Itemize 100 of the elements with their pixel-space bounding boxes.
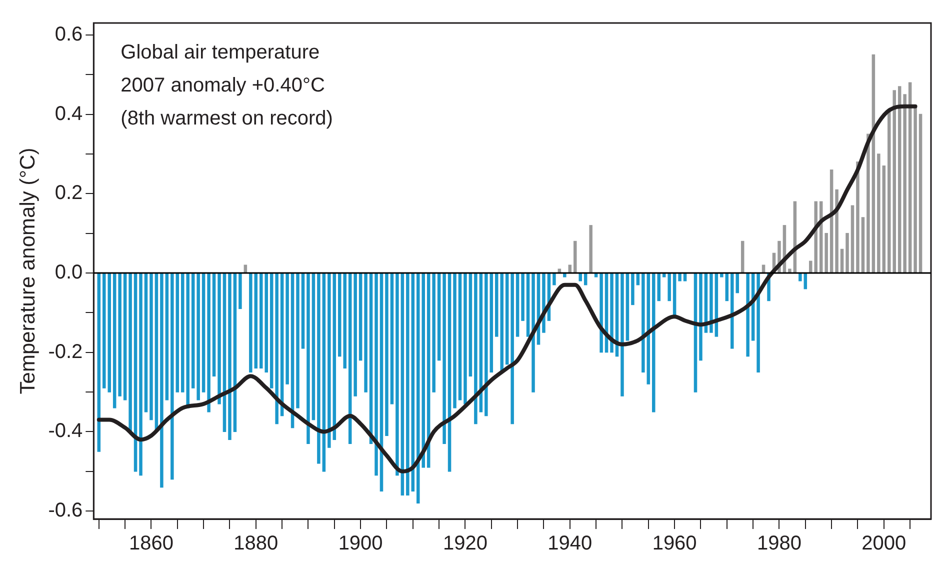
bar bbox=[374, 273, 378, 476]
bar bbox=[128, 273, 132, 432]
bar bbox=[275, 273, 278, 424]
bar bbox=[903, 94, 906, 273]
bar bbox=[798, 273, 802, 282]
bar bbox=[578, 273, 582, 282]
bar bbox=[390, 273, 394, 404]
bar bbox=[238, 273, 242, 310]
bar bbox=[725, 273, 729, 302]
x-tick-label: 2000 bbox=[862, 532, 906, 555]
bar bbox=[505, 273, 509, 365]
bar bbox=[474, 273, 478, 424]
bar bbox=[552, 273, 556, 286]
bar bbox=[400, 273, 404, 496]
bar bbox=[406, 273, 410, 496]
bar bbox=[150, 273, 153, 420]
bar bbox=[432, 273, 436, 392]
bar bbox=[170, 273, 174, 480]
bar bbox=[746, 273, 750, 357]
bar bbox=[620, 273, 624, 396]
bar bbox=[364, 273, 368, 392]
bar bbox=[464, 273, 467, 404]
bar bbox=[191, 273, 195, 388]
y-tick-label: -0.6 bbox=[48, 500, 83, 522]
y-axis-title: Temperature anomaly (°C) bbox=[16, 148, 40, 394]
bar bbox=[301, 273, 305, 349]
x-tick-label: 1940 bbox=[548, 532, 592, 555]
x-tick-label: 1900 bbox=[338, 532, 383, 555]
bar bbox=[207, 273, 210, 412]
bar bbox=[212, 273, 216, 376]
bar bbox=[914, 106, 917, 273]
bar bbox=[312, 273, 316, 420]
bar bbox=[458, 273, 462, 400]
bar bbox=[532, 273, 535, 392]
bar bbox=[589, 225, 592, 273]
bar bbox=[898, 86, 902, 273]
bar bbox=[160, 273, 164, 488]
bar bbox=[317, 273, 320, 464]
x-tick-label: 1960 bbox=[652, 532, 697, 555]
bar bbox=[626, 273, 630, 341]
bar bbox=[144, 273, 148, 412]
y-tick-label: 0.6 bbox=[54, 23, 83, 46]
annotation: 2007 anomaly +0.40°C bbox=[120, 74, 325, 97]
bar bbox=[358, 273, 362, 361]
bar bbox=[453, 273, 456, 408]
bar bbox=[600, 273, 603, 353]
bar bbox=[756, 273, 760, 373]
bar bbox=[574, 240, 577, 273]
x-tick-label: 1980 bbox=[756, 532, 802, 555]
y-tick-label: 0.4 bbox=[54, 102, 83, 125]
bar bbox=[139, 273, 142, 476]
bar bbox=[526, 273, 530, 337]
bar bbox=[202, 273, 206, 392]
bar bbox=[249, 273, 252, 373]
bar bbox=[683, 273, 687, 282]
bar bbox=[448, 273, 452, 472]
bar bbox=[918, 114, 922, 273]
bar bbox=[699, 273, 702, 361]
bar bbox=[354, 273, 357, 396]
bar bbox=[882, 166, 886, 273]
bar bbox=[710, 273, 713, 333]
bar bbox=[228, 273, 232, 440]
bar bbox=[668, 273, 671, 302]
bar bbox=[866, 134, 870, 273]
bar bbox=[631, 273, 634, 306]
bar bbox=[196, 273, 200, 400]
bar bbox=[877, 154, 880, 273]
bar bbox=[846, 232, 849, 273]
bar bbox=[861, 217, 865, 273]
bar bbox=[396, 273, 399, 476]
bar bbox=[322, 273, 326, 472]
bar bbox=[270, 273, 274, 388]
bar bbox=[908, 82, 912, 273]
bar bbox=[850, 205, 854, 273]
y-tick-label: -0.2 bbox=[48, 340, 83, 363]
bar bbox=[385, 273, 388, 436]
bar bbox=[437, 273, 441, 361]
bar bbox=[510, 273, 514, 424]
bar bbox=[176, 273, 180, 392]
y-tick-label: 0.0 bbox=[54, 262, 83, 284]
bar bbox=[97, 273, 101, 452]
bar bbox=[642, 273, 645, 373]
x-tick-label: 1860 bbox=[128, 532, 174, 555]
bar bbox=[165, 273, 169, 400]
bar bbox=[468, 273, 472, 376]
bar bbox=[123, 273, 127, 400]
bar bbox=[118, 273, 122, 396]
bar bbox=[286, 273, 289, 384]
y-tick-label: 0.2 bbox=[54, 182, 83, 204]
bar bbox=[254, 273, 258, 369]
bar bbox=[328, 273, 331, 448]
bar bbox=[306, 273, 310, 444]
bar bbox=[678, 273, 682, 282]
bar bbox=[856, 162, 860, 273]
bar bbox=[824, 232, 828, 273]
line-series bbox=[96, 104, 918, 474]
bar bbox=[442, 273, 446, 444]
bar bbox=[112, 273, 116, 408]
bar bbox=[521, 273, 524, 321]
bar bbox=[490, 273, 494, 373]
